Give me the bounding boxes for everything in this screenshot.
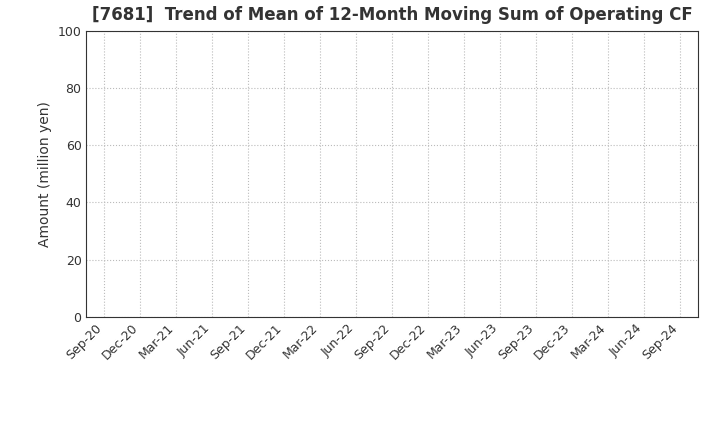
- Title: [7681]  Trend of Mean of 12-Month Moving Sum of Operating CF: [7681] Trend of Mean of 12-Month Moving …: [92, 6, 693, 24]
- Y-axis label: Amount (million yen): Amount (million yen): [38, 101, 52, 247]
- Legend: 3 Years, 5 Years, 7 Years, 10 Years: 3 Years, 5 Years, 7 Years, 10 Years: [150, 433, 635, 440]
